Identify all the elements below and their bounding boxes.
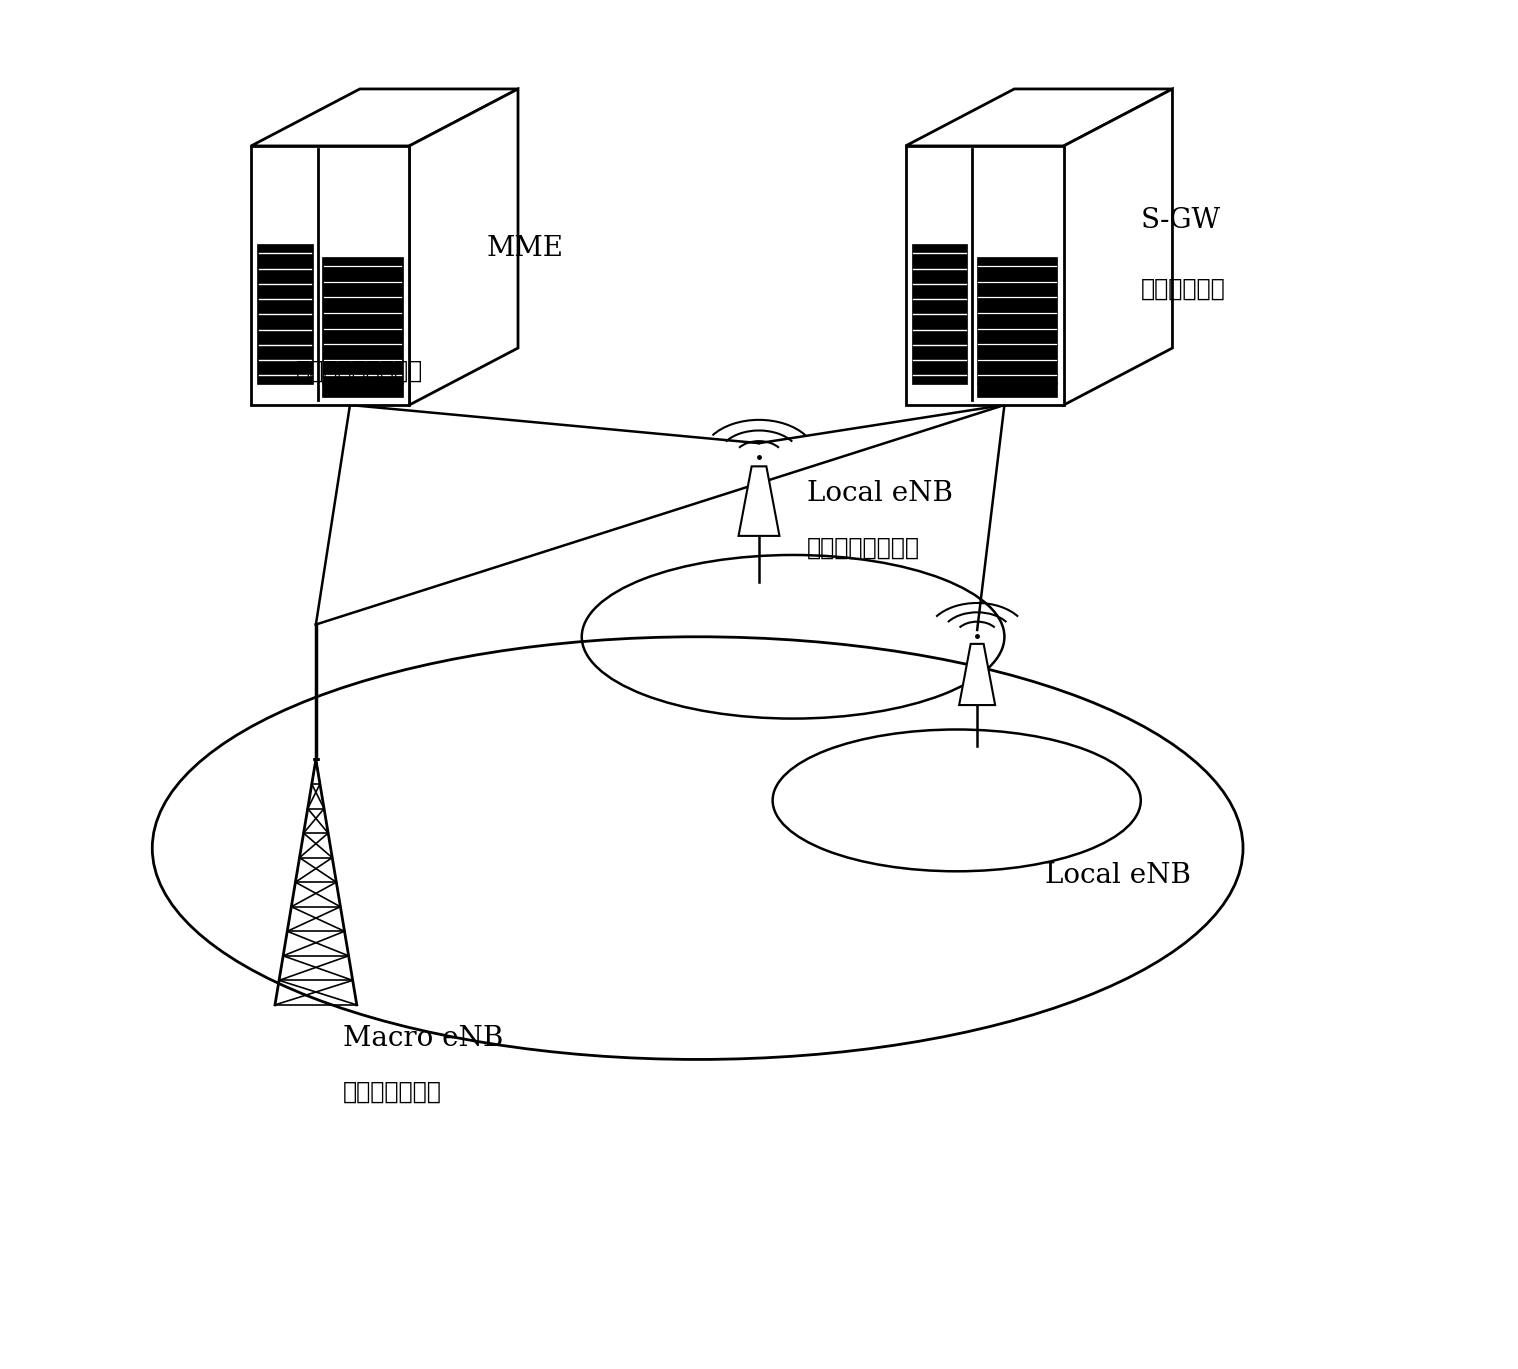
Text: （移动性管理实体）: （移动性管理实体）	[296, 359, 422, 383]
Circle shape	[335, 259, 349, 271]
Text: （宏演进基站）: （宏演进基站）	[343, 1080, 442, 1103]
Text: Macro eNB: Macro eNB	[343, 1025, 504, 1053]
Polygon shape	[912, 245, 967, 385]
Text: （本地演进基站）: （本地演进基站）	[806, 537, 920, 560]
Polygon shape	[258, 245, 313, 385]
Text: S-GW: S-GW	[1140, 208, 1220, 234]
Text: Local eNB: Local eNB	[1046, 862, 1192, 888]
Circle shape	[1009, 259, 1022, 271]
Circle shape	[355, 259, 367, 271]
Polygon shape	[906, 146, 1064, 405]
Text: MME: MME	[486, 234, 563, 261]
Polygon shape	[739, 467, 779, 535]
Polygon shape	[250, 89, 518, 146]
Polygon shape	[1064, 89, 1172, 405]
Text: （服务网关）: （服务网关）	[1140, 277, 1225, 301]
Text: Local eNB: Local eNB	[806, 481, 953, 507]
Polygon shape	[410, 89, 518, 405]
Circle shape	[991, 259, 1003, 271]
Polygon shape	[976, 257, 1058, 385]
Polygon shape	[322, 382, 402, 397]
Polygon shape	[906, 89, 1172, 146]
Polygon shape	[959, 643, 996, 705]
Polygon shape	[250, 146, 410, 405]
Polygon shape	[322, 257, 402, 385]
Polygon shape	[976, 382, 1058, 397]
